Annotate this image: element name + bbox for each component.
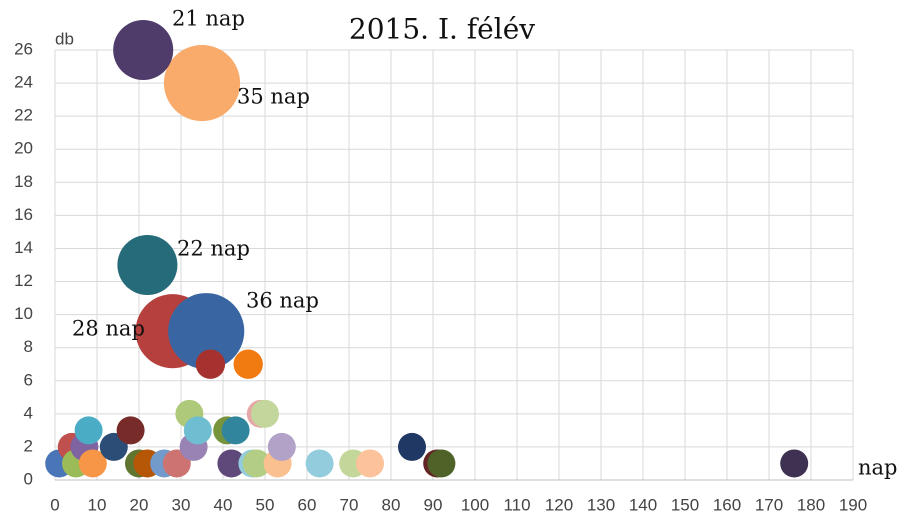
x-tick-label: 160	[713, 495, 741, 514]
x-tick-label: 190	[839, 495, 867, 514]
x-tick-label: 130	[587, 495, 615, 514]
x-tick-label: 170	[755, 495, 783, 514]
bubble	[117, 234, 178, 296]
y-tick-label: 10	[14, 304, 33, 323]
y-tick-label: 4	[24, 403, 33, 422]
bubble	[267, 432, 296, 461]
bubble	[780, 449, 809, 478]
y-tick-label: 26	[14, 39, 33, 58]
bubble	[356, 449, 384, 478]
x-tick-label: 40	[214, 495, 233, 514]
bubble	[305, 449, 334, 478]
chart-title: 2015. I. félév	[349, 13, 535, 46]
y-axis-label: db	[55, 29, 74, 48]
x-tick-label: 60	[298, 495, 317, 514]
x-tick-label: 70	[340, 495, 359, 514]
bubble	[242, 449, 271, 478]
x-axis-label: nap	[858, 456, 898, 480]
y-tick-label: 24	[14, 73, 33, 92]
bubble	[168, 293, 245, 370]
annotation: 35 nap	[237, 85, 310, 109]
y-tick-label: 0	[24, 469, 33, 488]
y-tick-label: 20	[14, 139, 33, 158]
x-tick-label: 50	[256, 495, 275, 514]
bubble	[233, 349, 263, 379]
bubble	[221, 416, 250, 445]
x-tick-label: 20	[130, 495, 149, 514]
bubble	[78, 449, 107, 478]
x-tick-label: 30	[172, 495, 191, 514]
bubble	[163, 44, 241, 122]
x-tick-label: 100	[461, 495, 489, 514]
bubble	[251, 399, 279, 428]
x-tick-label: 140	[629, 495, 657, 514]
x-tick-label: 90	[424, 495, 443, 514]
bubble	[195, 349, 226, 379]
annotation: 36 nap	[246, 289, 319, 313]
y-tick-label: 6	[24, 370, 33, 389]
x-tick-label: 10	[88, 495, 107, 514]
y-tick-label: 2	[24, 436, 33, 455]
bubble	[74, 416, 103, 445]
x-tick-label: 120	[545, 495, 573, 514]
y-tick-label: 14	[14, 238, 33, 257]
y-tick-label: 12	[14, 271, 33, 290]
x-tick-label: 80	[382, 495, 401, 514]
bubble	[113, 19, 174, 81]
bubble	[183, 416, 212, 445]
y-tick-label: 16	[14, 205, 33, 224]
y-tick-label: 8	[24, 337, 33, 356]
x-tick-label: 180	[797, 495, 825, 514]
y-tick-label: 18	[14, 172, 33, 191]
bubble	[398, 432, 426, 461]
x-tick-label: 110	[503, 495, 530, 514]
bubble	[217, 449, 246, 478]
annotation: 21 nap	[172, 7, 245, 31]
annotation: 22 nap	[177, 237, 250, 261]
y-tick-label: 22	[14, 106, 33, 125]
bubble	[116, 416, 145, 445]
bubble	[427, 449, 456, 478]
annotation: 28 nap	[72, 317, 145, 341]
x-tick-label: 150	[671, 495, 699, 514]
x-tick-label: 0	[50, 495, 59, 514]
